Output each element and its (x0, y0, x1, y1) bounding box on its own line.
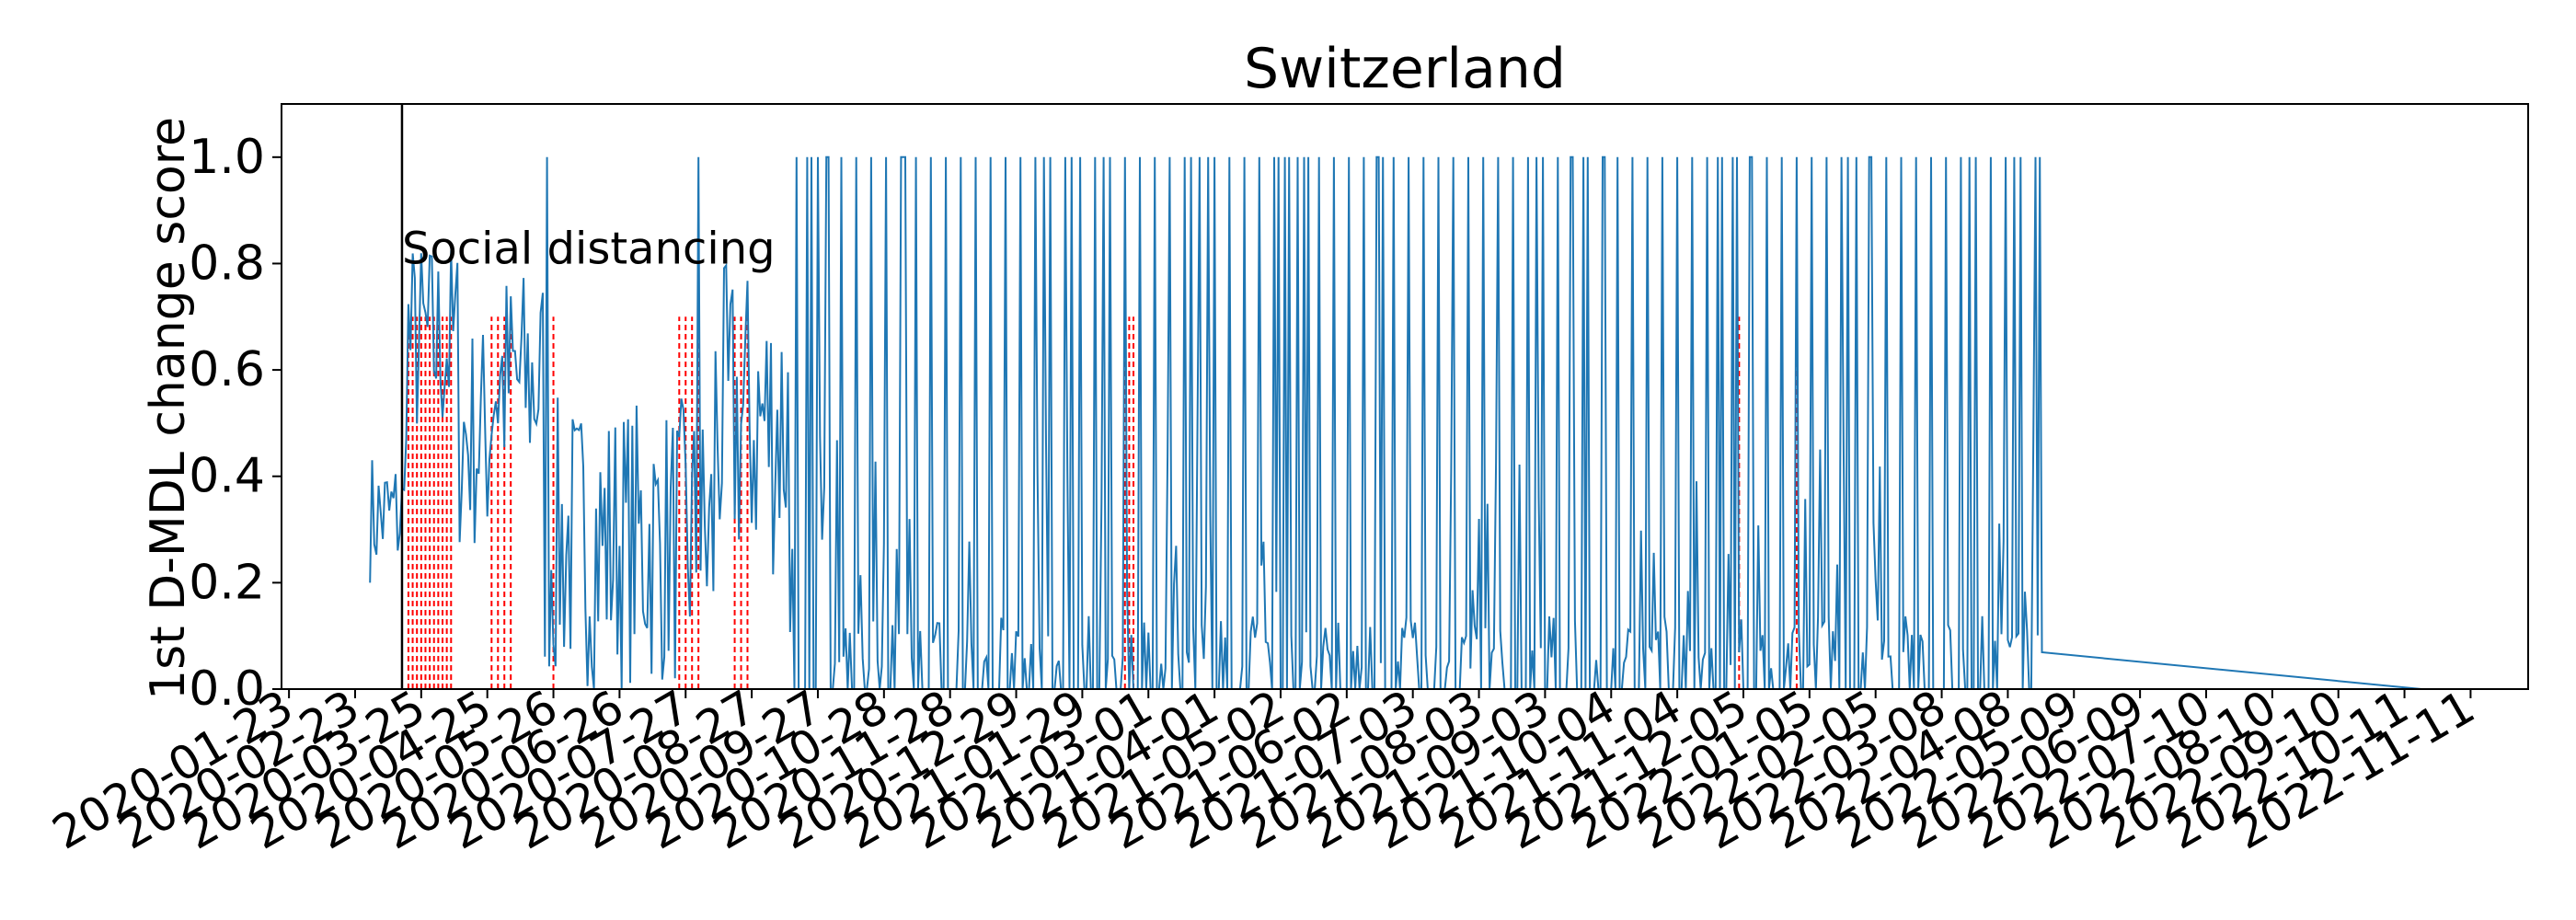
chart-title: Switzerland (1244, 37, 1566, 101)
x-axis-ticks: 2020-01-232020-02-232020-03-252020-04-25… (43, 680, 2483, 860)
y-tick-label: 0.6 (189, 342, 265, 397)
plot-area: Social distancing (369, 104, 2422, 690)
y-tick-label: 0.8 (189, 236, 265, 291)
plot-frame (281, 103, 2529, 690)
y-tick-label: 0.4 (189, 449, 265, 504)
y-tick-label: 0.2 (189, 555, 265, 610)
y-axis-label: 1st D-MDL change score (141, 117, 196, 700)
y-axis-ticks: 0.0 0.2 0.4 0.6 0.8 1.0 (189, 130, 282, 717)
y-tick-label: 0.0 (189, 661, 265, 717)
series-line (369, 155, 2422, 690)
intervention-label: Social distancing (402, 223, 776, 274)
y-tick-label: 1.0 (189, 130, 265, 185)
